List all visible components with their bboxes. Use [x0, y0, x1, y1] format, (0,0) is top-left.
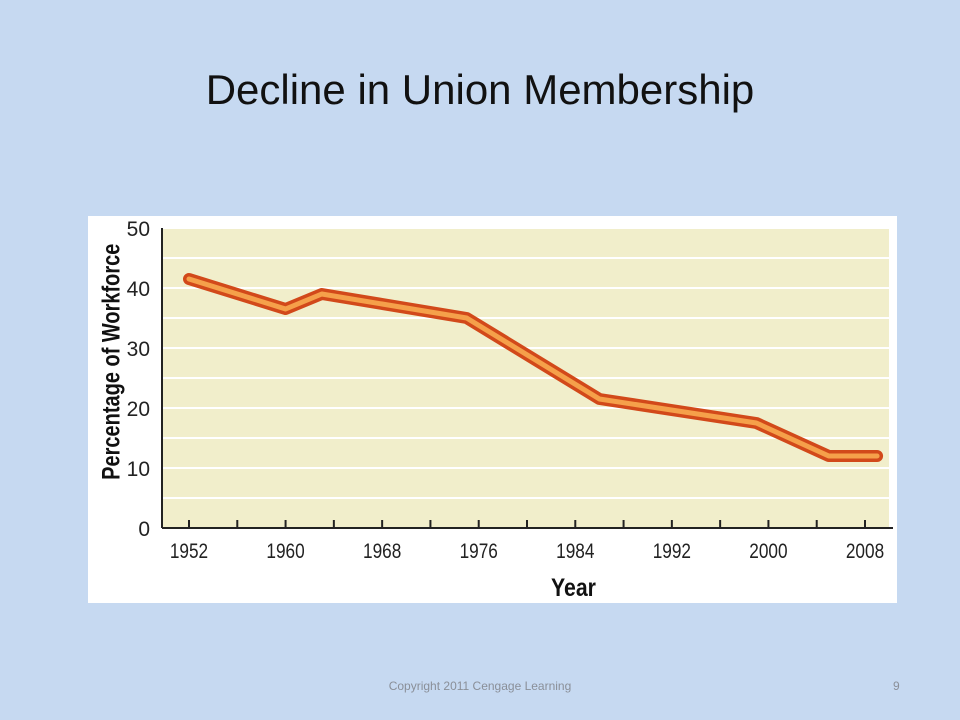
x-tick-label: 1992	[653, 541, 691, 564]
x-tick-label: 1952	[170, 541, 208, 564]
line-chart: 0 10 20 30 40 50 1952 1960 1968 1976 1984 1992 2000…	[97, 218, 893, 601]
x-tick-labels: 1952 1960 1968 1976 1984 1992 2000 2008	[170, 541, 884, 564]
y-tick-label: 40	[127, 278, 150, 301]
y-tick-label: 30	[127, 338, 150, 361]
x-tick-label: 2008	[846, 541, 884, 564]
y-tick-label: 20	[127, 398, 150, 421]
y-tick-label: 50	[127, 218, 150, 241]
y-tick-label: 0	[138, 518, 150, 541]
page-number: 9	[893, 679, 900, 693]
copyright-footer: Copyright 2011 Cengage Learning	[388, 679, 572, 693]
x-tick-label: 1984	[556, 541, 595, 564]
y-tick-labels: 0 10 20 30 40 50	[127, 218, 150, 541]
x-tick-label: 2000	[749, 541, 787, 564]
chart-panel: 0 10 20 30 40 50 1952 1960 1968 1976 1984 1992 2000…	[88, 216, 897, 603]
y-tick-label: 10	[127, 458, 150, 481]
series-line-highlight	[186, 276, 880, 459]
x-tick-label: 1976	[460, 541, 498, 564]
x-axis-title: Year	[551, 573, 596, 601]
x-tick-label: 1968	[363, 541, 401, 564]
tick-marks	[188, 520, 866, 528]
x-tick-label: 1960	[266, 541, 304, 564]
series-line-group	[183, 273, 884, 462]
y-axis-title: Percentage of Workforce	[97, 244, 125, 480]
slide-title: Decline in Union Membership	[205, 66, 755, 113]
